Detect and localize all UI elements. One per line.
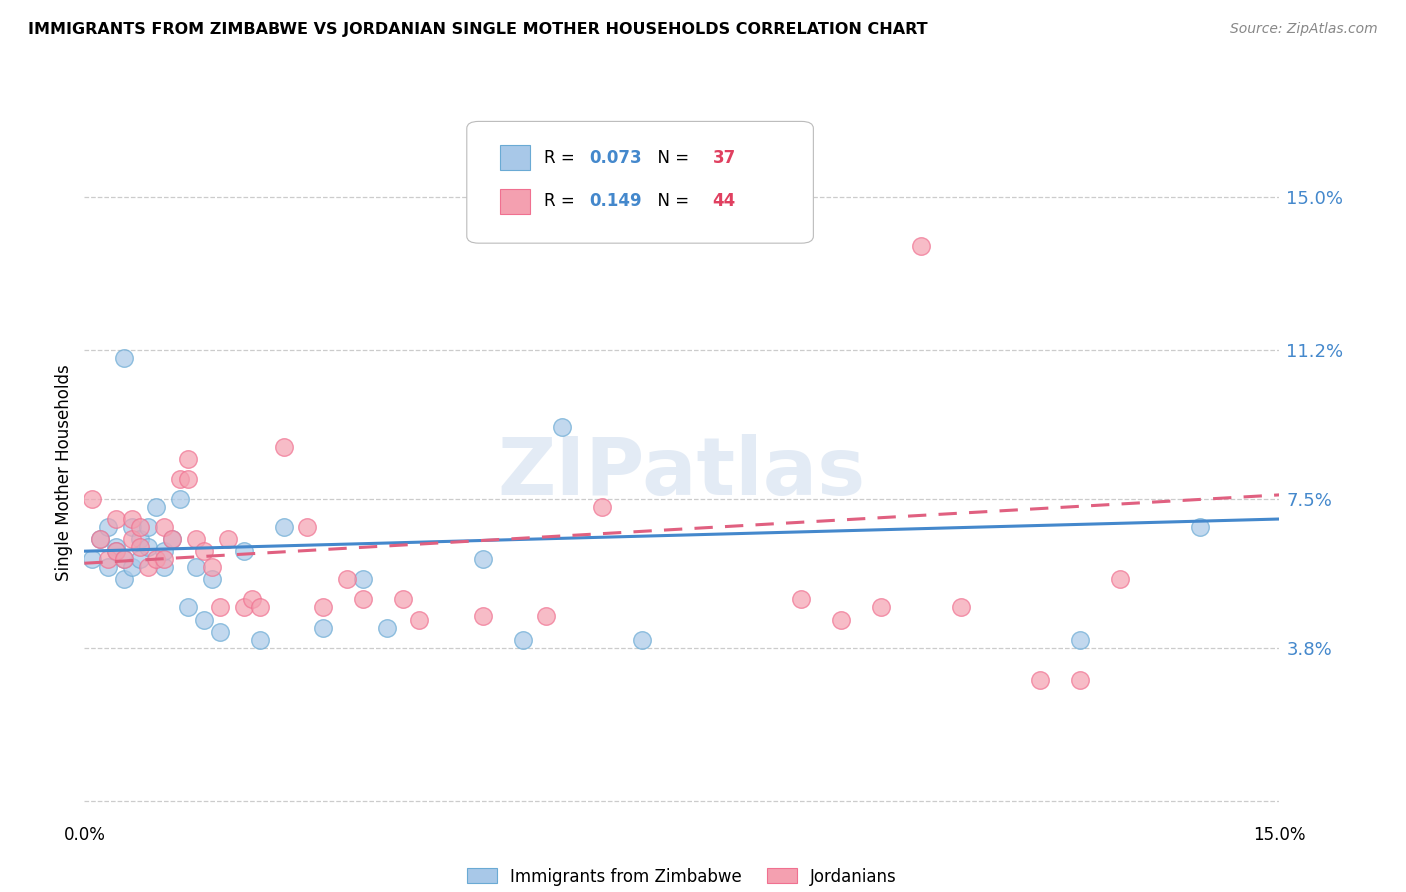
Jordanians <box>217 532 239 546</box>
Jordanians <box>240 592 263 607</box>
Jordanians <box>153 552 176 566</box>
Jordanians <box>121 532 143 546</box>
Immigrants from Zimbabwe <box>97 560 120 574</box>
Jordanians <box>82 491 104 506</box>
Immigrants from Zimbabwe <box>153 560 176 574</box>
Text: 37: 37 <box>713 149 735 167</box>
Immigrants from Zimbabwe <box>551 419 574 434</box>
Text: 0.073: 0.073 <box>589 149 643 167</box>
Jordanians <box>112 552 135 566</box>
Immigrants from Zimbabwe <box>121 520 143 534</box>
Jordanians <box>352 592 374 607</box>
Text: Source: ZipAtlas.com: Source: ZipAtlas.com <box>1230 22 1378 37</box>
Immigrants from Zimbabwe <box>208 624 231 639</box>
Text: R =: R = <box>544 193 579 211</box>
Immigrants from Zimbabwe <box>512 632 534 647</box>
Text: 0.149: 0.149 <box>589 193 643 211</box>
FancyBboxPatch shape <box>467 121 814 244</box>
Jordanians <box>169 472 191 486</box>
Jordanians <box>312 600 335 615</box>
Y-axis label: Single Mother Households: Single Mother Households <box>55 365 73 581</box>
Jordanians <box>830 613 852 627</box>
Jordanians <box>591 500 613 514</box>
Text: ZIPatlas: ZIPatlas <box>498 434 866 512</box>
Jordanians <box>249 600 271 615</box>
Jordanians <box>208 600 231 615</box>
Jordanians <box>160 532 183 546</box>
Immigrants from Zimbabwe <box>153 544 176 558</box>
Immigrants from Zimbabwe <box>89 532 111 546</box>
Immigrants from Zimbabwe <box>160 532 183 546</box>
Immigrants from Zimbabwe <box>105 544 128 558</box>
Jordanians <box>97 552 120 566</box>
Text: 44: 44 <box>713 193 735 211</box>
Jordanians <box>392 592 415 607</box>
Immigrants from Zimbabwe <box>375 621 398 635</box>
Immigrants from Zimbabwe <box>352 572 374 586</box>
Text: N =: N = <box>647 193 695 211</box>
Jordanians <box>536 608 558 623</box>
Jordanians <box>1109 572 1132 586</box>
Jordanians <box>232 600 254 615</box>
Immigrants from Zimbabwe <box>1069 632 1091 647</box>
Jordanians <box>949 600 972 615</box>
Jordanians <box>910 238 932 252</box>
Bar <box>501 189 530 213</box>
Text: R =: R = <box>544 149 579 167</box>
Jordanians <box>790 592 813 607</box>
Jordanians <box>193 544 215 558</box>
Immigrants from Zimbabwe <box>82 552 104 566</box>
Jordanians <box>297 520 319 534</box>
Jordanians <box>121 512 143 526</box>
Jordanians <box>177 451 200 466</box>
Jordanians <box>408 613 430 627</box>
Jordanians <box>105 512 128 526</box>
Legend: Immigrants from Zimbabwe, Jordanians: Immigrants from Zimbabwe, Jordanians <box>460 861 904 892</box>
Immigrants from Zimbabwe <box>136 520 159 534</box>
Jordanians <box>471 608 494 623</box>
Immigrants from Zimbabwe <box>232 544 254 558</box>
Immigrants from Zimbabwe <box>105 540 128 554</box>
Jordanians <box>1069 673 1091 687</box>
Immigrants from Zimbabwe <box>1188 520 1211 534</box>
Jordanians <box>870 600 893 615</box>
Jordanians <box>136 560 159 574</box>
Jordanians <box>184 532 207 546</box>
Text: IMMIGRANTS FROM ZIMBABWE VS JORDANIAN SINGLE MOTHER HOUSEHOLDS CORRELATION CHART: IMMIGRANTS FROM ZIMBABWE VS JORDANIAN SI… <box>28 22 928 37</box>
Immigrants from Zimbabwe <box>471 552 494 566</box>
Immigrants from Zimbabwe <box>145 500 167 514</box>
Bar <box>501 145 530 169</box>
Immigrants from Zimbabwe <box>631 632 654 647</box>
Jordanians <box>336 572 359 586</box>
Immigrants from Zimbabwe <box>184 560 207 574</box>
Jordanians <box>1029 673 1052 687</box>
Immigrants from Zimbabwe <box>121 560 143 574</box>
Immigrants from Zimbabwe <box>169 491 191 506</box>
Jordanians <box>177 472 200 486</box>
Immigrants from Zimbabwe <box>201 572 224 586</box>
Immigrants from Zimbabwe <box>112 351 135 366</box>
Jordanians <box>201 560 224 574</box>
Immigrants from Zimbabwe <box>177 600 200 615</box>
Immigrants from Zimbabwe <box>129 532 152 546</box>
Immigrants from Zimbabwe <box>136 540 159 554</box>
Jordanians <box>129 540 152 554</box>
Jordanians <box>89 532 111 546</box>
Jordanians <box>129 520 152 534</box>
Jordanians <box>105 544 128 558</box>
Immigrants from Zimbabwe <box>112 552 135 566</box>
Immigrants from Zimbabwe <box>112 572 135 586</box>
Jordanians <box>153 520 176 534</box>
Immigrants from Zimbabwe <box>249 632 271 647</box>
Jordanians <box>145 552 167 566</box>
Jordanians <box>273 440 295 454</box>
Immigrants from Zimbabwe <box>273 520 295 534</box>
Immigrants from Zimbabwe <box>193 613 215 627</box>
Text: N =: N = <box>647 149 695 167</box>
Immigrants from Zimbabwe <box>312 621 335 635</box>
Immigrants from Zimbabwe <box>97 520 120 534</box>
Immigrants from Zimbabwe <box>129 552 152 566</box>
